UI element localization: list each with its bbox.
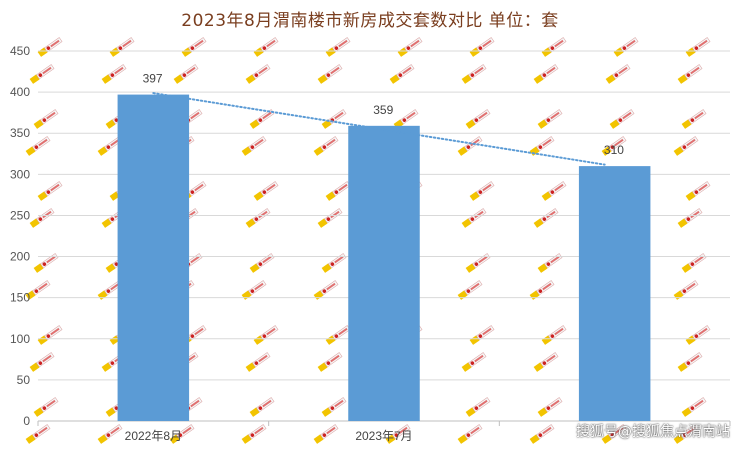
watermark-stamp: [541, 180, 567, 202]
watermark-stamp: [37, 36, 63, 58]
y-tick-label: 100: [10, 332, 30, 346]
trendline: [152, 92, 606, 166]
y-tick-label: 200: [10, 250, 30, 264]
watermark-stamp: [249, 108, 275, 130]
chart-title: 2023年8月渭南楼市新房成交套数对比 单位：套: [181, 11, 559, 31]
bar: [578, 166, 651, 421]
trendline-path: [152, 92, 606, 166]
watermark-stamp: [605, 63, 631, 85]
watermark-stamp: [457, 279, 483, 301]
watermark-stamp: [397, 36, 423, 58]
x-category-label: 2023年7月: [355, 429, 412, 443]
watermark-stamp: [677, 63, 703, 85]
labels: 0 50 100 150 200 250 300 350 400 450 397 2022年8月 359…: [10, 44, 624, 443]
watermark-stamp: [101, 63, 127, 85]
data-label: 397: [143, 72, 163, 86]
watermark-stamp: [469, 324, 495, 346]
watermark-stamp: [457, 423, 483, 445]
watermark-stamp: [245, 207, 271, 229]
watermark-stamp: [461, 351, 487, 373]
watermark-stamp: [317, 207, 343, 229]
watermark-stamp: [29, 351, 55, 373]
watermark-stamp: [241, 279, 267, 301]
y-tick-label: 50: [17, 373, 31, 387]
watermark-stamp: [677, 351, 703, 373]
y-tick-label: 350: [10, 126, 30, 140]
watermark-stamp: [469, 36, 495, 58]
watermark-stamp: [609, 108, 635, 130]
watermark-stamp: [97, 423, 123, 445]
watermark-stamp: [109, 36, 135, 58]
watermark-stamp: [533, 207, 559, 229]
watermark-stamp: [673, 279, 699, 301]
watermark-stamp: [253, 324, 279, 346]
watermark-stamp: [321, 396, 347, 418]
watermark-stamp: [677, 207, 703, 229]
watermark-stamp: [685, 180, 711, 202]
watermark-stamp: [29, 207, 55, 229]
watermark-stamp: [241, 135, 267, 157]
bar: [117, 94, 190, 422]
y-tick-label: 250: [10, 208, 30, 222]
watermark-stamp: [253, 36, 279, 58]
watermark-stamp: [245, 63, 271, 85]
watermark-stamp: [685, 324, 711, 346]
watermark-stamp: [321, 108, 347, 130]
watermark-stamp: [37, 324, 63, 346]
watermark-stamp: [541, 324, 567, 346]
watermark-stamp: [389, 63, 415, 85]
watermark-stamp: [33, 396, 59, 418]
y-tick-label: 150: [10, 291, 30, 305]
watermark-stamp: [465, 108, 491, 130]
watermark-stamp: [529, 423, 555, 445]
watermark-stamp: [181, 36, 207, 58]
watermark-stamp: [317, 351, 343, 373]
watermark-stamp: [325, 324, 351, 346]
watermark-stamp: [313, 423, 339, 445]
watermark-stamp: [241, 423, 267, 445]
y-tick-label: 450: [10, 44, 30, 58]
watermark-stamp: [245, 351, 271, 373]
watermark-stamp: [325, 180, 351, 202]
watermark-stamp: [613, 36, 639, 58]
watermark-stamp: [317, 63, 343, 85]
watermark-stamp: [681, 396, 707, 418]
watermark-stamp: [253, 180, 279, 202]
watermark-stamp: [461, 63, 487, 85]
bars: [117, 94, 651, 422]
watermark-stamp: [461, 207, 487, 229]
watermark-stamp: [673, 135, 699, 157]
watermark-stamp: [685, 36, 711, 58]
watermark-stamp: [465, 396, 491, 418]
y-tick-label: 400: [10, 85, 30, 99]
watermark-stamp: [313, 135, 339, 157]
y-tick-label: 300: [10, 167, 30, 181]
watermark-stamp: [29, 63, 55, 85]
y-tick-label: 0: [23, 414, 30, 428]
bar: [348, 125, 420, 422]
data-label: 359: [373, 103, 393, 117]
watermark-stamp: [457, 135, 483, 157]
watermark-stamp: [537, 396, 563, 418]
watermark-stamp: [529, 279, 555, 301]
watermark-stamp: [37, 180, 63, 202]
watermark-stamp: [537, 108, 563, 130]
source-watermark: 搜狐号@搜狐焦点渭南站: [576, 424, 730, 440]
x-category-label: 2022年8月: [125, 429, 182, 443]
watermark-stamp: [541, 36, 567, 58]
data-label: 310: [604, 143, 624, 157]
watermark-stamp: [325, 36, 351, 58]
watermark-stamp: [533, 351, 559, 373]
watermark-stamp: [533, 63, 559, 85]
watermark-stamp: [33, 108, 59, 130]
watermark-stamp: [313, 279, 339, 301]
watermark-stamp: [173, 63, 199, 85]
watermark-stamp: [469, 180, 495, 202]
watermark-stamp: [249, 396, 275, 418]
watermark-stamp: [681, 108, 707, 130]
